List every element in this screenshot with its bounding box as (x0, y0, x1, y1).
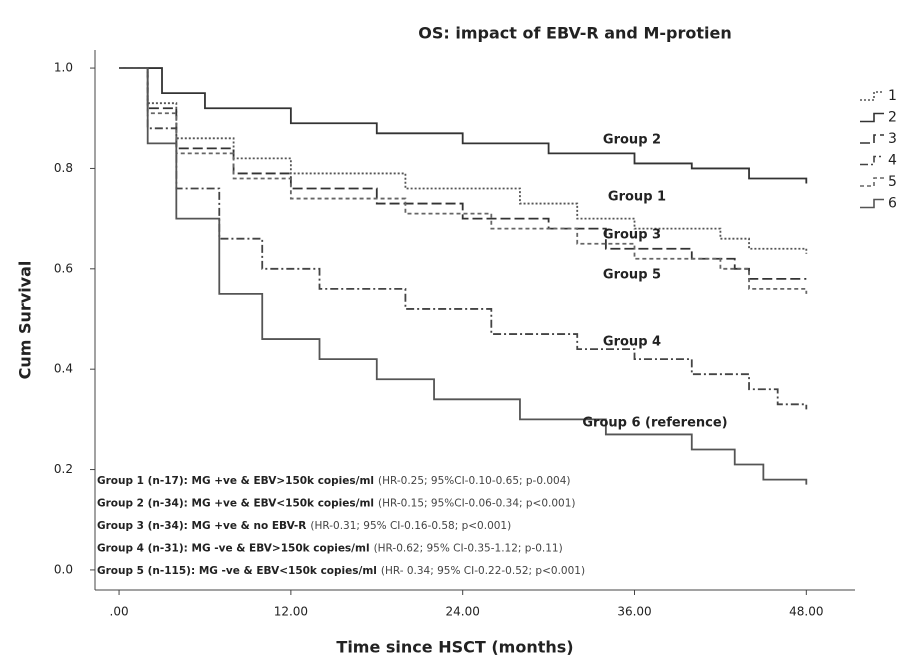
survival-curve (119, 67, 808, 184)
survival-curve (119, 67, 808, 485)
chart-title: OS: impact of EBV-R and M-protien (418, 24, 731, 43)
footnote-label: Group 1 (n-17): MG +ve & EBV>150k copies… (97, 475, 374, 487)
x-axis-label: Time since HSCT (months) (336, 638, 573, 657)
legend-label: 1 (888, 88, 897, 104)
footnote-label: Group 3 (n-34): MG +ve & no EBV-R (97, 520, 306, 532)
footnote: Group 2 (n-34): MG +ve & EBV<150k copies… (97, 498, 576, 510)
survival-curve (119, 67, 808, 410)
y-axis-label: Cum Survival (16, 261, 35, 380)
footnote-label: Group 4 (n-31): MG -ve & EBV>150k copies… (97, 543, 370, 555)
survival-curve (119, 67, 807, 280)
y-tick-label: 0.2 (54, 462, 73, 476)
footnote: Group 5 (n-115): MG -ve & EBV<150k copie… (97, 565, 585, 577)
legend-swatch (860, 155, 884, 166)
legend-label: 2 (888, 110, 897, 126)
curve-annotation: Group 4 (603, 335, 661, 350)
y-tick-label: 0.4 (54, 362, 73, 376)
footnote: Group 1 (n-17): MG +ve & EBV>150k copies… (97, 475, 571, 487)
y-tick-label: 1.0 (54, 61, 73, 75)
legend-label: 3 (888, 131, 897, 147)
y-tick-label: 0.6 (54, 261, 73, 275)
y-tick-label: 0.0 (54, 562, 73, 576)
legend-swatch (860, 134, 884, 144)
footnote-detail: (HR-0.25; 95%CI-0.10-0.65; p-0.004) (378, 475, 571, 487)
x-tick-label: 12.00 (274, 605, 308, 619)
footnote-detail: (HR-0.15; 95%CI-0.06-0.34; p<0.001) (378, 498, 576, 510)
curve-annotation: Group 1 (608, 190, 666, 205)
footnote-detail: (HR- 0.34; 95% CI-0.22-0.52; p<0.001) (381, 565, 585, 577)
footnote-label: Group 2 (n-34): MG +ve & EBV<150k copies… (97, 498, 374, 510)
legend-swatch (860, 198, 884, 209)
survival-curve (119, 67, 808, 254)
y-tick-label: 0.8 (54, 161, 73, 175)
legend-swatch (860, 177, 884, 187)
x-tick-label: 36.00 (617, 605, 651, 619)
curve-annotation: Group 3 (603, 228, 661, 243)
legend-swatch (860, 112, 884, 123)
legend-label: 4 (888, 153, 897, 169)
curve-annotation: Group 2 (603, 133, 661, 148)
curve-annotation: Group 5 (603, 268, 661, 283)
footnote: Group 4 (n-31): MG -ve & EBV>150k copies… (97, 543, 563, 555)
legend-swatch (860, 91, 884, 101)
x-tick-label: 24.00 (446, 605, 480, 619)
legend-label: 5 (888, 174, 897, 190)
curve-annotation: Group 6 (reference) (582, 416, 727, 431)
footnote-detail: (HR-0.31; 95% CI-0.16-0.58; p<0.001) (310, 520, 511, 532)
survival-curve (119, 67, 808, 294)
x-tick-label: 48.00 (789, 605, 823, 619)
footnote-detail: (HR-0.62; 95% CI-0.35-1.12; p-0.11) (374, 543, 563, 555)
footnote: Group 3 (n-34): MG +ve & no EBV-R (HR-0.3… (97, 520, 511, 532)
footnote-label: Group 5 (n-115): MG -ve & EBV<150k copie… (97, 565, 377, 577)
x-tick-label: .00 (110, 605, 129, 619)
legend-label: 6 (888, 196, 897, 212)
